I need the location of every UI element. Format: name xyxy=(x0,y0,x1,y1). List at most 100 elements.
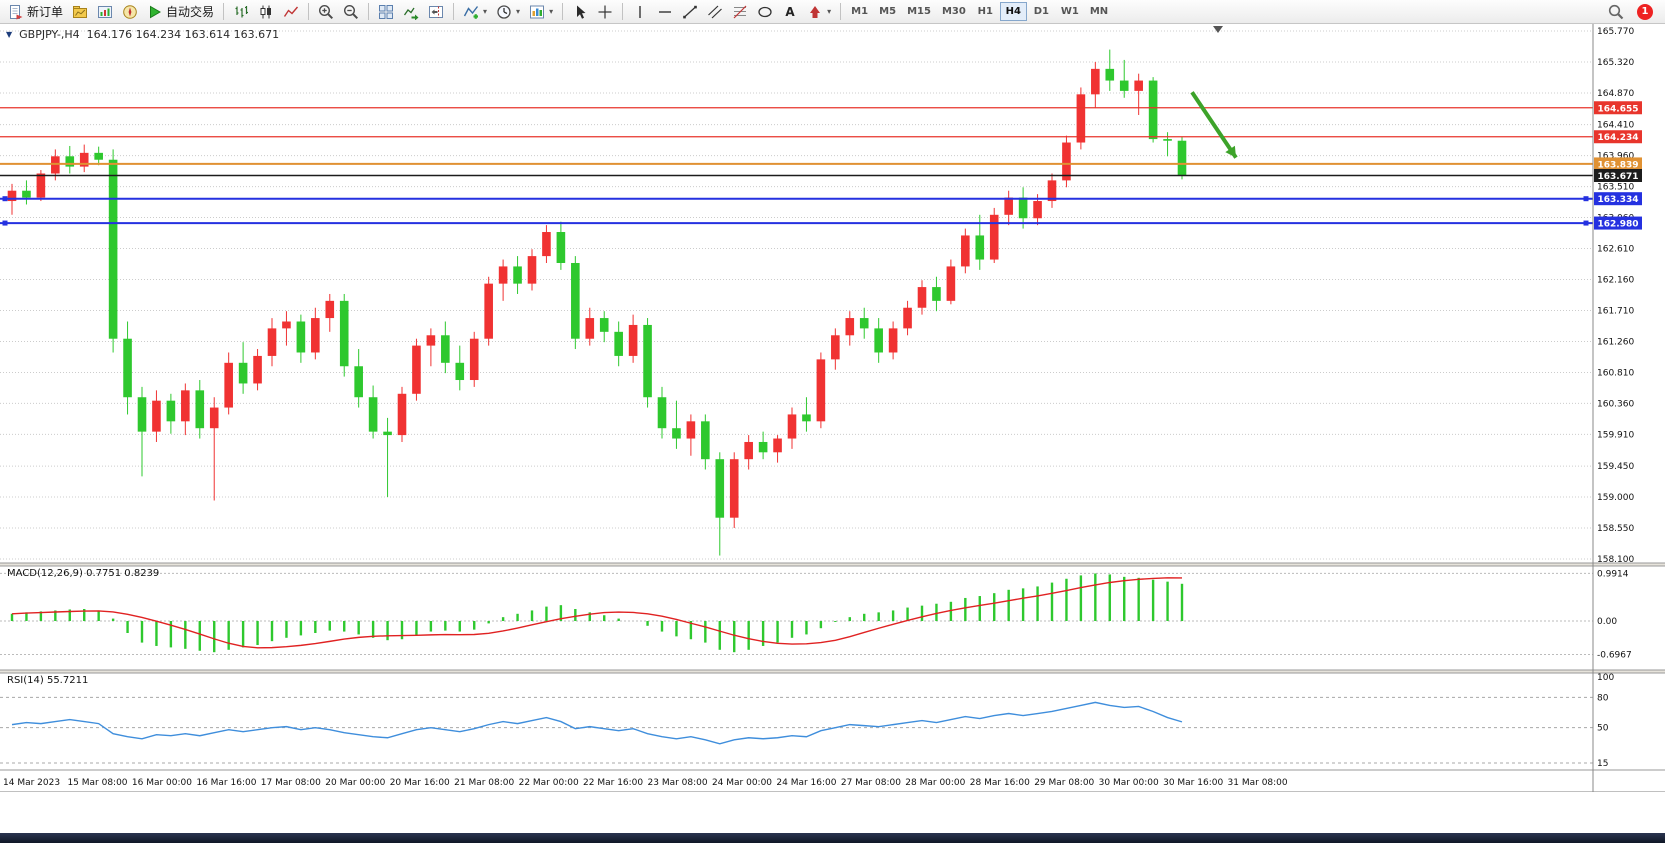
svg-text:24 Mar 16:00: 24 Mar 16:00 xyxy=(776,778,836,788)
svg-text:22 Mar 16:00: 22 Mar 16:00 xyxy=(583,778,643,788)
vertical-line-tool-button[interactable] xyxy=(628,1,652,22)
zoom-out-button[interactable] xyxy=(339,1,363,22)
svg-text:28 Mar 16:00: 28 Mar 16:00 xyxy=(970,778,1030,788)
svg-text:159.000: 159.000 xyxy=(1597,493,1634,503)
timeframe-m5-button[interactable]: M5 xyxy=(874,2,901,21)
timeframe-m30-button[interactable]: M30 xyxy=(937,2,971,21)
svg-text:30 Mar 16:00: 30 Mar 16:00 xyxy=(1163,778,1223,788)
toolbar-separator xyxy=(453,3,455,20)
chevron-down-icon: ▾ xyxy=(483,7,488,16)
autotrading-play-icon xyxy=(150,5,162,18)
search-button[interactable] xyxy=(1604,1,1628,22)
svg-text:22 Mar 00:00: 22 Mar 00:00 xyxy=(519,778,579,788)
crosshair-button[interactable] xyxy=(593,1,617,22)
svg-text:164.870: 164.870 xyxy=(1597,89,1634,99)
svg-text:14 Mar 2023: 14 Mar 2023 xyxy=(3,778,60,788)
autotrading-label: 自动交易 xyxy=(166,5,215,19)
timeframe-mn-button[interactable]: MN xyxy=(1085,2,1113,21)
text-tool-button[interactable]: A xyxy=(778,1,802,22)
candlestick-chart-button[interactable] xyxy=(254,1,278,22)
bar-chart-button[interactable] xyxy=(229,1,253,22)
chart-canvas[interactable]: 165.770 165.320 164.870 164.410 163.960 163.5… xyxy=(0,24,1665,792)
fibonacci-tool-button[interactable] xyxy=(728,1,752,22)
chart-shift-button[interactable] xyxy=(424,1,448,22)
channel-tool-button[interactable] xyxy=(703,1,727,22)
candlestick-chart-icon xyxy=(260,5,272,18)
svg-text:31 Mar 08:00: 31 Mar 08:00 xyxy=(1228,778,1288,788)
symbol-period-label: GBPJPY-,H4 xyxy=(19,28,80,41)
market-watch-icon xyxy=(98,5,113,18)
chevron-down-icon: ▾ xyxy=(827,7,832,16)
new-order-button[interactable]: 新订单 xyxy=(4,1,67,22)
timeframe-h1-button[interactable]: H1 xyxy=(972,2,999,21)
trend-arrow-annotation[interactable] xyxy=(1190,91,1238,159)
svg-text:24 Mar 00:00: 24 Mar 00:00 xyxy=(712,778,772,788)
horizontal-line-tool-button[interactable] xyxy=(653,1,677,22)
svg-text:162.160: 162.160 xyxy=(1597,276,1634,286)
timeframe-m15-button[interactable]: M15 xyxy=(902,2,936,21)
taskbar-strip xyxy=(0,833,1665,843)
cursor-button[interactable] xyxy=(568,1,592,22)
auto-scroll-icon xyxy=(403,7,419,20)
autotrading-button[interactable]: 自动交易 xyxy=(143,1,218,22)
svg-text:15: 15 xyxy=(1597,759,1608,769)
timeframe-h4-button[interactable]: H4 xyxy=(999,2,1027,21)
chart-title: ▼ GBPJPY-,H4 164.176 164.234 163.614 163… xyxy=(6,28,279,41)
svg-text:160.810: 160.810 xyxy=(1597,368,1634,378)
tile-windows-button[interactable] xyxy=(374,1,398,22)
svg-text:164.234: 164.234 xyxy=(1598,133,1639,143)
auto-scroll-button[interactable] xyxy=(399,1,423,22)
periods-button[interactable]: ▾ xyxy=(492,1,524,22)
clock-icon xyxy=(497,4,511,19)
rsi-panel xyxy=(0,696,1593,764)
fibonacci-icon xyxy=(733,5,747,18)
line-chart-button[interactable] xyxy=(279,1,303,22)
profiles-button[interactable] xyxy=(68,1,92,22)
arrows-tool-button[interactable]: ▾ xyxy=(803,1,835,22)
svg-text:0.00: 0.00 xyxy=(1597,617,1617,627)
horizontal-level-lines[interactable] xyxy=(0,107,1593,226)
notification-badge[interactable]: 1 xyxy=(1637,3,1653,20)
indicators-button[interactable]: ▾ xyxy=(459,1,491,22)
one-click-trading-toggle[interactable]: ▼ xyxy=(6,30,13,39)
templates-icon xyxy=(530,5,545,18)
svg-text:160.360: 160.360 xyxy=(1597,399,1634,409)
macd-indicator-label: MACD(12,26,9) 0.7751 0.8239 xyxy=(7,568,160,579)
market-watch-button[interactable] xyxy=(93,1,117,22)
svg-text:161.260: 161.260 xyxy=(1597,337,1634,347)
svg-text:162.980: 162.980 xyxy=(1598,220,1639,230)
zoom-out-icon xyxy=(344,4,359,19)
time-axis-labels[interactable]: 14 Mar 2023 15 Mar 08:00 16 Mar 00:00 16 Ma… xyxy=(3,778,1288,788)
timeframe-d1-button[interactable]: D1 xyxy=(1028,2,1055,21)
toolbar-separator xyxy=(308,3,310,20)
svg-text:23 Mar 08:00: 23 Mar 08:00 xyxy=(648,778,708,788)
shapes-tool-button[interactable] xyxy=(753,1,777,22)
svg-text:17 Mar 08:00: 17 Mar 08:00 xyxy=(261,778,321,788)
navigator-button[interactable] xyxy=(118,1,142,22)
vertical-line-icon xyxy=(639,5,641,18)
svg-text:16 Mar 00:00: 16 Mar 00:00 xyxy=(132,778,192,788)
timeframe-w1-button[interactable]: W1 xyxy=(1056,2,1084,21)
svg-text:16 Mar 16:00: 16 Mar 16:00 xyxy=(196,778,256,788)
svg-text:100: 100 xyxy=(1597,673,1614,683)
toolbar-separator xyxy=(562,3,564,20)
text-tool-icon: A xyxy=(785,4,795,19)
svg-text:20 Mar 00:00: 20 Mar 00:00 xyxy=(325,778,385,788)
svg-text:29 Mar 08:00: 29 Mar 08:00 xyxy=(1034,778,1094,788)
svg-text:80: 80 xyxy=(1597,693,1609,703)
svg-text:20 Mar 16:00: 20 Mar 16:00 xyxy=(390,778,450,788)
candlestick-series xyxy=(7,49,1187,556)
svg-text:30 Mar 00:00: 30 Mar 00:00 xyxy=(1099,778,1159,788)
timeframe-m1-button[interactable]: M1 xyxy=(846,2,873,21)
panel-separators[interactable] xyxy=(0,24,1665,792)
templates-button[interactable]: ▾ xyxy=(525,1,557,22)
chevron-down-icon: ▾ xyxy=(516,7,521,16)
ohlc-values: 164.176 164.234 163.614 163.671 xyxy=(86,28,280,41)
zoom-in-button[interactable] xyxy=(314,1,338,22)
svg-text:165.770: 165.770 xyxy=(1597,27,1634,37)
line-chart-icon xyxy=(283,6,299,17)
new-order-label: 新订单 xyxy=(27,5,64,19)
svg-text:-0.6967: -0.6967 xyxy=(1597,650,1632,660)
trendline-tool-button[interactable] xyxy=(678,1,702,22)
chart-shift-marker[interactable] xyxy=(1213,26,1223,33)
